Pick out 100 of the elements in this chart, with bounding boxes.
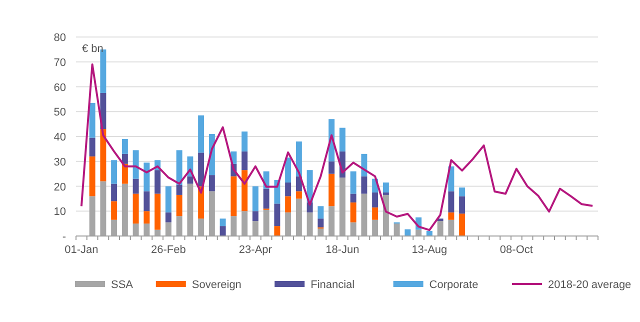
bar [165,212,172,222]
bar [252,221,258,236]
bar [361,194,368,236]
bar [89,196,96,236]
bar [122,154,128,164]
bar [242,151,248,170]
bar [285,158,292,183]
bar [176,194,182,216]
bar [242,211,248,236]
bar [230,176,237,216]
bar [144,224,150,236]
bar [426,231,432,236]
bar [132,194,139,224]
bar [318,206,324,219]
bar [132,178,139,194]
bar [89,138,96,156]
bar [242,170,248,212]
bar [208,191,215,236]
bar [132,224,139,236]
bar [350,222,356,236]
bar [165,186,172,212]
x-tick-label: 01-Jan [64,244,98,256]
bar [339,178,346,236]
bar [382,192,389,195]
bar [100,181,106,236]
y-tick-label: 80 [54,32,66,44]
bar [459,214,466,236]
bar [230,216,237,236]
bar [187,184,194,236]
legend-label: Financial [310,279,355,291]
bar [111,201,118,220]
bar [154,194,161,230]
bar [306,212,313,236]
bar [372,207,378,220]
bar [220,218,226,226]
bar [296,191,302,199]
bar [318,228,324,236]
bar [448,212,454,220]
y-tick-label: 60 [54,82,66,94]
y-tick-label: 40 [54,132,66,144]
bar [350,202,356,222]
bar [111,160,118,184]
bar [285,182,292,196]
bar [263,210,270,236]
bar [318,218,324,228]
bar [144,211,150,224]
bar [274,204,280,226]
x-tick-label: 18-Jun [326,244,360,256]
bar [372,192,378,208]
bar [165,222,172,236]
bar [459,196,466,214]
bar [144,191,150,212]
bar [144,162,150,192]
bar [296,198,302,236]
bar [296,141,302,176]
bar [448,191,454,212]
bar [350,171,356,194]
bar [198,115,204,153]
bar [339,128,346,152]
bar [328,206,335,236]
y-tick-label: 50 [54,106,66,119]
bar [154,170,161,194]
legend-label: SSA [111,279,134,291]
bar [350,194,356,202]
bar [122,164,128,184]
legend-label: Sovereign [192,279,242,291]
bar [176,185,182,195]
bar [198,152,204,186]
bar [394,224,400,236]
bar [100,129,106,182]
y-tick-label: 20 [54,181,66,194]
bar [176,216,182,236]
bar [89,156,96,196]
x-tick-label: 08-Oct [500,244,533,256]
bar [176,150,182,186]
y-tick-label: 70 [54,56,66,69]
bar [437,221,444,236]
bar [372,220,378,236]
bar [274,226,280,236]
bar [285,212,292,236]
bar [242,132,248,152]
bar [252,186,258,212]
bar [437,218,444,222]
bar [111,184,118,202]
bar [263,188,270,209]
y-axis-title: € bn [82,43,104,55]
legend-label: Corporate [429,279,478,291]
bar [285,196,292,212]
legend-label: 2018-20 average [548,279,632,291]
bar [382,182,389,192]
bar [459,187,466,196]
bar [187,176,194,184]
bar [220,226,226,236]
bar [328,174,335,206]
x-tick-label: 23-Apr [238,244,272,256]
line-series [80,63,594,232]
y-tick-label: 30 [54,156,66,168]
bar [448,220,454,236]
bar [111,220,118,236]
bar [328,161,335,174]
